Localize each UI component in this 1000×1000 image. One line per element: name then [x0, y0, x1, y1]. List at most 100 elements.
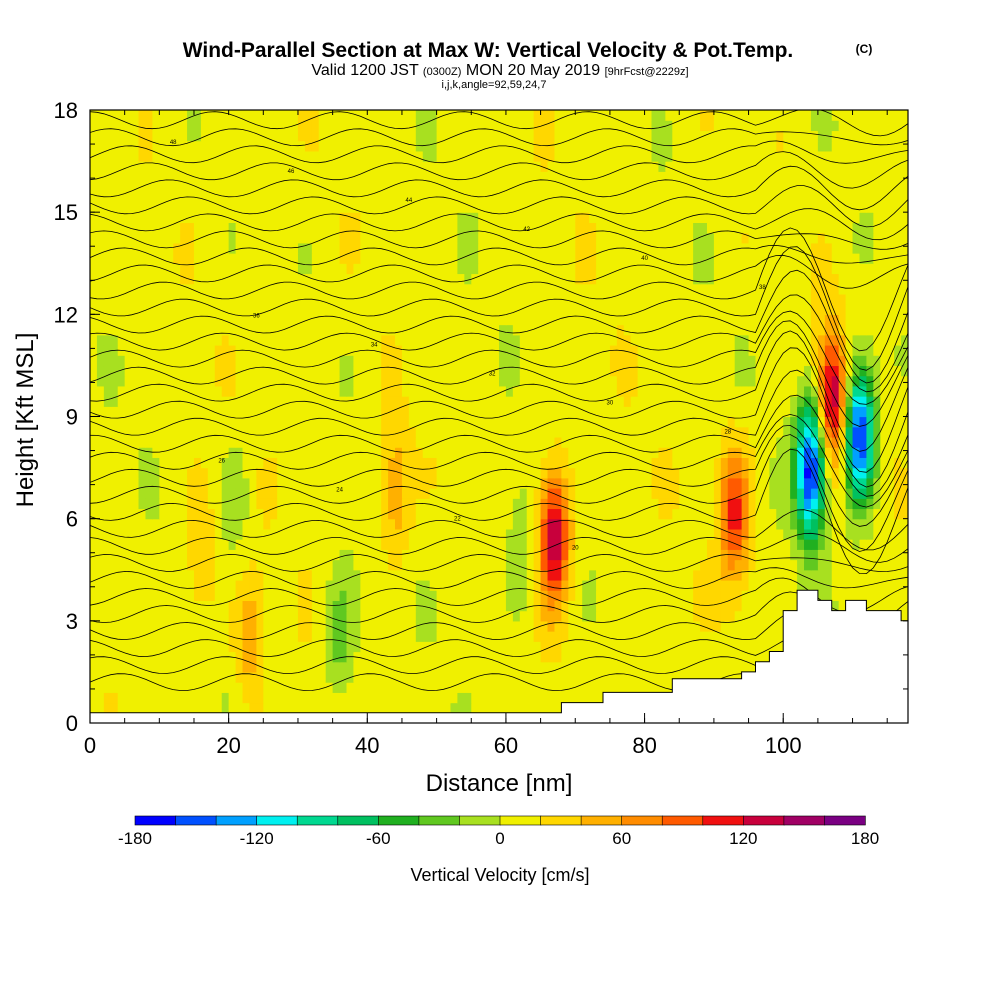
- theta-contour: [90, 448, 908, 575]
- y-tick-label: 6: [66, 507, 78, 532]
- theta-contours: 48 46 44 42 40 38 36 34 32 30 28 26 24 22 20: [90, 110, 908, 692]
- theta-contour: [90, 413, 908, 508]
- colorbar-swatch: [134, 815, 177, 826]
- theta-contour: [90, 269, 908, 384]
- theta-contour: [90, 140, 908, 164]
- subtitle-date: MON 20 May 2019: [466, 62, 600, 79]
- chart-subtitle-indices: i,j,k,angle=92,59,24,7: [442, 79, 547, 91]
- y-tick-label: 12: [54, 302, 78, 327]
- colorbar-swatch: [296, 815, 339, 826]
- colorbar-swatch: [743, 815, 785, 826]
- terrain: [90, 589, 908, 723]
- contour-label: 24: [336, 487, 343, 493]
- theta-contour: [90, 227, 908, 352]
- theta-contour: [90, 151, 908, 189]
- colorbar-swatch: [783, 815, 826, 826]
- contour-label: 28: [724, 430, 731, 436]
- colorbar-swatch: [418, 815, 461, 826]
- theta-contour: [90, 244, 908, 266]
- contour-label: 32: [489, 372, 496, 378]
- y-axis-label: Height [Kft MSL]: [12, 333, 39, 508]
- colorbar-swatch: [215, 815, 258, 826]
- theta-contour: [90, 254, 908, 289]
- colorbar-tick-label: 120: [729, 829, 757, 848]
- theta-contour: [90, 577, 908, 614]
- theta-contour: [90, 246, 908, 371]
- theta-contour: [90, 110, 908, 137]
- chart-title-tag: (C): [856, 42, 873, 56]
- theta-contour: [90, 553, 908, 573]
- colorbar-tick-label: -60: [366, 829, 391, 848]
- contour-label: 40: [641, 256, 648, 262]
- theta-contour: [90, 633, 908, 667]
- theta-contour: [90, 208, 908, 241]
- colorbar-swatch: [256, 815, 298, 826]
- theta-contour: [90, 128, 908, 147]
- colorbar-swatch: [621, 815, 663, 826]
- colorbar-tick-label: 60: [612, 829, 631, 848]
- contour-label: 26: [218, 459, 225, 465]
- contour-label: 48: [170, 140, 177, 146]
- velocity-field: [90, 110, 908, 723]
- x-tick-label: 40: [355, 733, 379, 758]
- colorbar-swatch: [175, 815, 217, 826]
- theta-contour: [90, 330, 908, 452]
- theta-contour: [90, 394, 908, 497]
- theta-contour: [90, 369, 908, 488]
- x-tick-label: 0: [84, 733, 96, 758]
- colorbar-swatch: [824, 815, 866, 826]
- y-tick-label: 0: [66, 711, 78, 736]
- theta-contour: [90, 347, 908, 473]
- colorbar-tick-label: -120: [240, 829, 274, 848]
- subtitle-valid: Valid 1200 JST: [311, 62, 419, 79]
- colorbar-swatch: [580, 815, 623, 826]
- theta-contour: [90, 294, 908, 393]
- contour-label: 46: [288, 169, 295, 175]
- theta-contour: [90, 591, 908, 636]
- chart-title: Wind-Parallel Section at Max W: Vertical…: [183, 39, 794, 62]
- subtitle-utc: (0300Z): [423, 66, 462, 78]
- y-tick-label: 9: [66, 405, 78, 430]
- plot-area: 48 46 44 42 40 38 36 34 32 30 28 26 24 22 20: [90, 110, 908, 723]
- theta-contour: [90, 610, 908, 654]
- theta-contour: [90, 424, 908, 527]
- x-axis-label: Distance [nm]: [426, 770, 573, 797]
- x-tick-label: 80: [632, 733, 656, 758]
- colorbar-swatch: [459, 815, 501, 826]
- x-tick-label: 20: [216, 733, 240, 758]
- theta-contour: [90, 310, 908, 405]
- colorbar-tick-label: 180: [851, 829, 879, 848]
- colorbar-title: Vertical Velocity [cm/s]: [410, 865, 589, 885]
- colorbar-tick-label: -180: [118, 829, 152, 848]
- contour-label: 30: [607, 401, 614, 407]
- y-tick-label: 15: [54, 200, 78, 225]
- contour-label: 22: [454, 516, 461, 522]
- y-tick-label: 18: [54, 98, 78, 123]
- contour-label: 44: [406, 198, 413, 204]
- x-tick-label: 100: [765, 733, 802, 758]
- y-tick-label: 3: [66, 609, 78, 634]
- theta-contour: [90, 230, 908, 250]
- colorbar-swatch: [378, 815, 420, 826]
- theta-contour: [90, 509, 908, 551]
- theta-contour: [90, 185, 908, 228]
- contour-label: 20: [572, 545, 579, 551]
- theta-contour: [90, 165, 908, 211]
- contour-label: 38: [759, 285, 766, 291]
- colorbar-swatch: [337, 815, 380, 826]
- contour-label: 36: [253, 314, 260, 320]
- subtitle-forecast: [9hrFcst@2229z]: [605, 66, 689, 78]
- colorbar-swatch: [540, 815, 582, 826]
- colorbar: -180 -120 -60 0 60 120 180: [118, 815, 879, 848]
- contour-label: 34: [371, 343, 378, 349]
- x-tick-label: 60: [494, 733, 518, 758]
- contour-label: 42: [523, 227, 530, 233]
- theta-contour: [90, 434, 908, 552]
- colorbar-swatch: [499, 815, 542, 826]
- theta-contour: [90, 567, 908, 589]
- colorbar-swatch: [702, 815, 745, 826]
- theta-contour: [90, 320, 908, 427]
- theta-contour: [90, 532, 908, 563]
